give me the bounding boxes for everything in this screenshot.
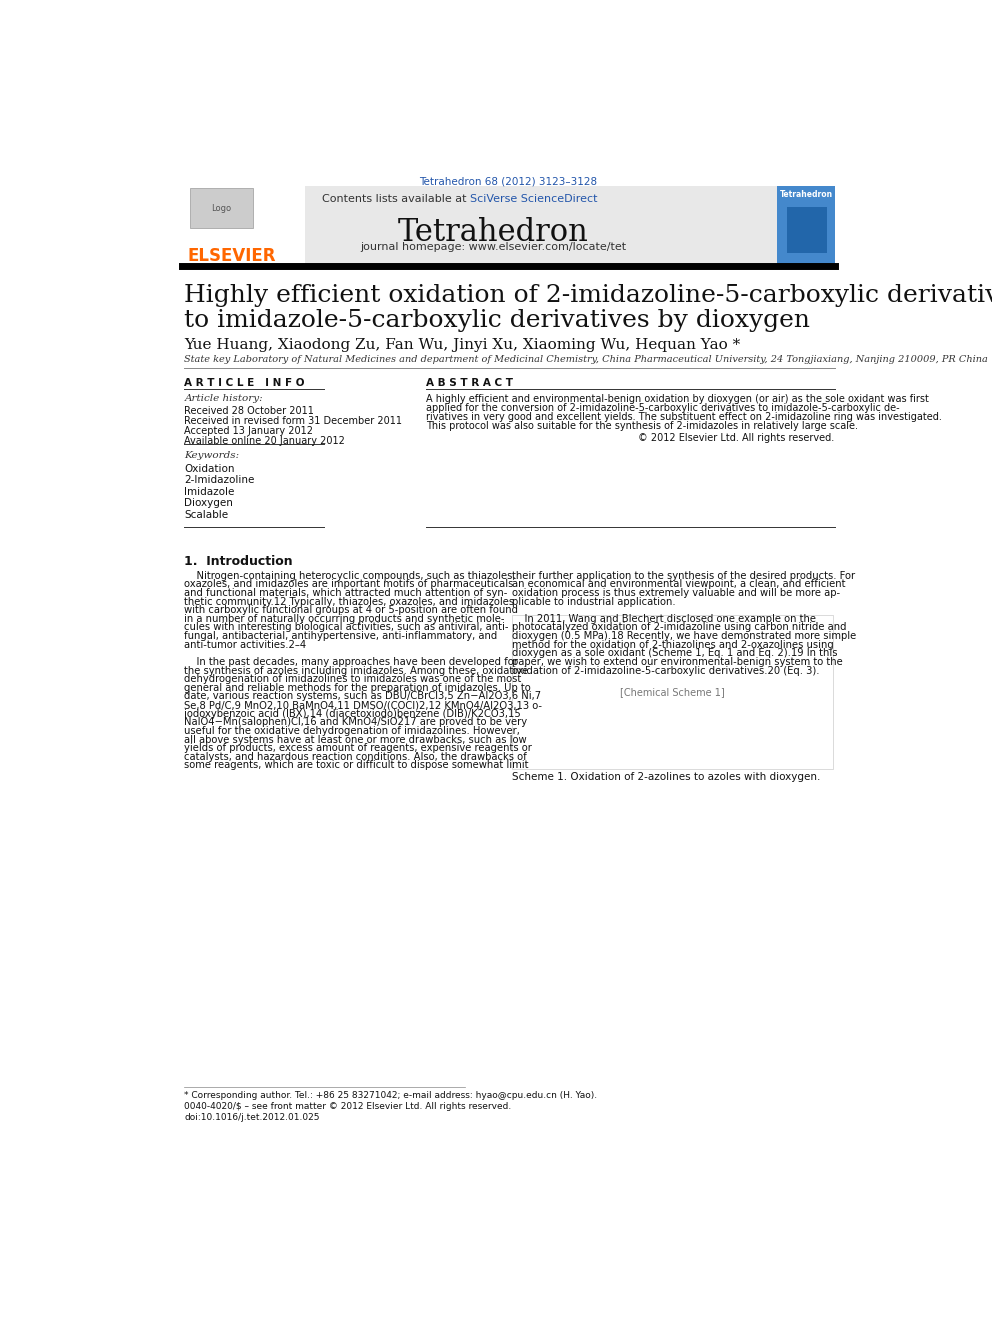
Text: Scheme 1. Oxidation of 2-azolines to azoles with dioxygen.: Scheme 1. Oxidation of 2-azolines to azo… (512, 771, 819, 782)
Text: paper, we wish to extend our environmental-benign system to the: paper, we wish to extend our environment… (512, 658, 842, 667)
Text: iodoxybenzoic acid (IBX),14 (diacetoxiodo)benzene (DIB)/K2CO3,15: iodoxybenzoic acid (IBX),14 (diacetoxiod… (185, 709, 521, 718)
Text: in a number of naturally occurring products and synthetic mole-: in a number of naturally occurring produ… (185, 614, 505, 624)
Text: In the past decades, many approaches have been developed for: In the past decades, many approaches hav… (185, 658, 519, 667)
Text: date, various reaction systems, such as DBU/CBrCl3,5 Zn−Al2O3,6 Ni,7: date, various reaction systems, such as … (185, 692, 542, 701)
Text: In 2011, Wang and Blechert disclosed one example on the: In 2011, Wang and Blechert disclosed one… (512, 614, 815, 624)
Text: Tetrahedron 68 (2012) 3123–3128: Tetrahedron 68 (2012) 3123–3128 (420, 176, 597, 187)
Text: thetic community.12 Typically, thiazoles, oxazoles, and imidazoles: thetic community.12 Typically, thiazoles… (185, 597, 515, 606)
Text: 0040-4020/$ – see front matter © 2012 Elsevier Ltd. All rights reserved.: 0040-4020/$ – see front matter © 2012 El… (185, 1102, 512, 1111)
Text: 2-Imidazoline: 2-Imidazoline (185, 475, 255, 486)
Text: anti-tumor activities.2–4: anti-tumor activities.2–4 (185, 640, 307, 650)
Text: some reagents, which are toxic or difficult to dispose somewhat limit: some reagents, which are toxic or diffic… (185, 761, 529, 770)
Text: all above systems have at least one or more drawbacks, such as low: all above systems have at least one or m… (185, 734, 527, 745)
Text: Received 28 October 2011: Received 28 October 2011 (185, 406, 314, 415)
Text: Nitrogen-containing heterocyclic compounds, such as thiazoles,: Nitrogen-containing heterocyclic compoun… (185, 570, 516, 581)
Text: NaIO4−Mn(salophen)Cl,16 and KMnO4/SiO217 are proved to be very: NaIO4−Mn(salophen)Cl,16 and KMnO4/SiO217… (185, 717, 528, 728)
Text: oxidation process is thus extremely valuable and will be more ap-: oxidation process is thus extremely valu… (512, 587, 839, 598)
Text: with carboxylic functional groups at 4 or 5-position are often found: with carboxylic functional groups at 4 o… (185, 605, 519, 615)
Text: Keywords:: Keywords: (185, 451, 240, 460)
FancyBboxPatch shape (778, 187, 834, 265)
Text: useful for the oxidative dehydrogenation of imidazolines. However,: useful for the oxidative dehydrogenation… (185, 726, 521, 736)
Text: Dioxygen: Dioxygen (185, 499, 233, 508)
Text: Se,8 Pd/C,9 MnO2,10 BaMnO4,11 DMSO/(COCl)2,12 KMnO4/Al2O3,13 o-: Se,8 Pd/C,9 MnO2,10 BaMnO4,11 DMSO/(COCl… (185, 700, 543, 710)
Text: oxidation of 2-imidazoline-5-carboxylic derivatives.20 (Eq. 3).: oxidation of 2-imidazoline-5-carboxylic … (512, 665, 819, 676)
Text: journal homepage: www.elsevier.com/locate/tet: journal homepage: www.elsevier.com/locat… (360, 242, 626, 251)
Text: A R T I C L E   I N F O: A R T I C L E I N F O (185, 378, 305, 388)
FancyBboxPatch shape (183, 187, 834, 265)
Text: method for the oxidation of 2-thiazolines and 2-oxazolines using: method for the oxidation of 2-thiazoline… (512, 640, 833, 650)
Text: doi:10.1016/j.tet.2012.01.025: doi:10.1016/j.tet.2012.01.025 (185, 1113, 320, 1122)
Text: plicable to industrial application.: plicable to industrial application. (512, 597, 676, 606)
Text: Accepted 13 January 2012: Accepted 13 January 2012 (185, 426, 313, 437)
Text: This protocol was also suitable for the synthesis of 2-imidazoles in relatively : This protocol was also suitable for the … (427, 421, 858, 431)
Text: applied for the conversion of 2-imidazoline-5-carboxylic derivatives to imidazol: applied for the conversion of 2-imidazol… (427, 404, 900, 413)
Text: Article history:: Article history: (185, 394, 263, 404)
Text: Available online 20 January 2012: Available online 20 January 2012 (185, 437, 345, 446)
Text: rivatives in very good and excellent yields. The substituent effect on 2-imidazo: rivatives in very good and excellent yie… (427, 411, 942, 422)
Text: dioxygen as a sole oxidant (Scheme 1, Eq. 1 and Eq. 2).19 In this: dioxygen as a sole oxidant (Scheme 1, Eq… (512, 648, 837, 659)
Text: Yue Huang, Xiaodong Zu, Fan Wu, Jinyi Xu, Xiaoming Wu, Hequan Yao *: Yue Huang, Xiaodong Zu, Fan Wu, Jinyi Xu… (185, 339, 741, 352)
FancyBboxPatch shape (512, 615, 833, 770)
Text: Highly efficient oxidation of 2-imidazoline-5-carboxylic derivatives: Highly efficient oxidation of 2-imidazol… (185, 284, 992, 307)
Text: and functional materials, which attracted much attention of syn-: and functional materials, which attracte… (185, 587, 508, 598)
FancyBboxPatch shape (787, 208, 827, 254)
Text: fungal, antibacterial, antihypertensive, anti-inflammatory, and: fungal, antibacterial, antihypertensive,… (185, 631, 498, 642)
Text: [Chemical Scheme 1]: [Chemical Scheme 1] (620, 688, 724, 697)
Text: Imidazole: Imidazole (185, 487, 235, 496)
Text: A B S T R A C T: A B S T R A C T (427, 378, 513, 388)
Text: Logo: Logo (211, 204, 232, 213)
Text: yields of products, excess amount of reagents, expensive reagents or: yields of products, excess amount of rea… (185, 744, 533, 753)
Text: catalysts, and hazardous reaction conditions. Also, the drawbacks of: catalysts, and hazardous reaction condit… (185, 751, 527, 762)
FancyBboxPatch shape (189, 188, 253, 228)
Text: to imidazole-5-carboxylic derivatives by dioxygen: to imidazole-5-carboxylic derivatives by… (185, 308, 810, 332)
Text: photocatalyzed oxidation of 2-imidazoline using carbon nitride and: photocatalyzed oxidation of 2-imidazolin… (512, 622, 846, 632)
Text: SciVerse ScienceDirect: SciVerse ScienceDirect (469, 194, 597, 204)
Text: oxazoles, and imidazoles are important motifs of pharmaceuticals: oxazoles, and imidazoles are important m… (185, 579, 514, 589)
Text: * Corresponding author. Tel.: +86 25 83271042; e-mail address: hyao@cpu.edu.cn (: * Corresponding author. Tel.: +86 25 832… (185, 1091, 597, 1101)
Text: 1.  Introduction: 1. Introduction (185, 556, 293, 569)
Text: dehydrogenation of imidazolines to imidazoles was one of the most: dehydrogenation of imidazolines to imida… (185, 675, 522, 684)
Text: Tetrahedron: Tetrahedron (780, 191, 832, 200)
Text: Oxidation: Oxidation (185, 463, 235, 474)
Text: A highly efficient and environmental-benign oxidation by dioxygen (or air) as th: A highly efficient and environmental-ben… (427, 394, 930, 405)
Text: the synthesis of azoles including imidazoles. Among these, oxidative: the synthesis of azoles including imidaz… (185, 665, 529, 676)
Text: dioxygen (0.5 MPa).18 Recently, we have demonstrated more simple: dioxygen (0.5 MPa).18 Recently, we have … (512, 631, 856, 642)
Text: an economical and environmental viewpoint, a clean, and efficient: an economical and environmental viewpoin… (512, 579, 845, 589)
Text: their further application to the synthesis of the desired products. For: their further application to the synthes… (512, 570, 855, 581)
Text: Scalable: Scalable (185, 509, 228, 520)
Text: general and reliable methods for the preparation of imidazoles. Up to: general and reliable methods for the pre… (185, 683, 531, 693)
Text: Contents lists available at: Contents lists available at (321, 194, 469, 204)
FancyBboxPatch shape (183, 187, 305, 265)
Text: Received in revised form 31 December 2011: Received in revised form 31 December 201… (185, 415, 403, 426)
Text: State key Laboratory of Natural Medicines and department of Medicinal Chemistry,: State key Laboratory of Natural Medicine… (185, 355, 988, 364)
Text: Tetrahedron: Tetrahedron (398, 217, 588, 247)
Text: © 2012 Elsevier Ltd. All rights reserved.: © 2012 Elsevier Ltd. All rights reserved… (639, 433, 834, 443)
Text: cules with interesting biological activities, such as antiviral, anti-: cules with interesting biological activi… (185, 622, 509, 632)
Text: ELSEVIER: ELSEVIER (187, 247, 276, 266)
